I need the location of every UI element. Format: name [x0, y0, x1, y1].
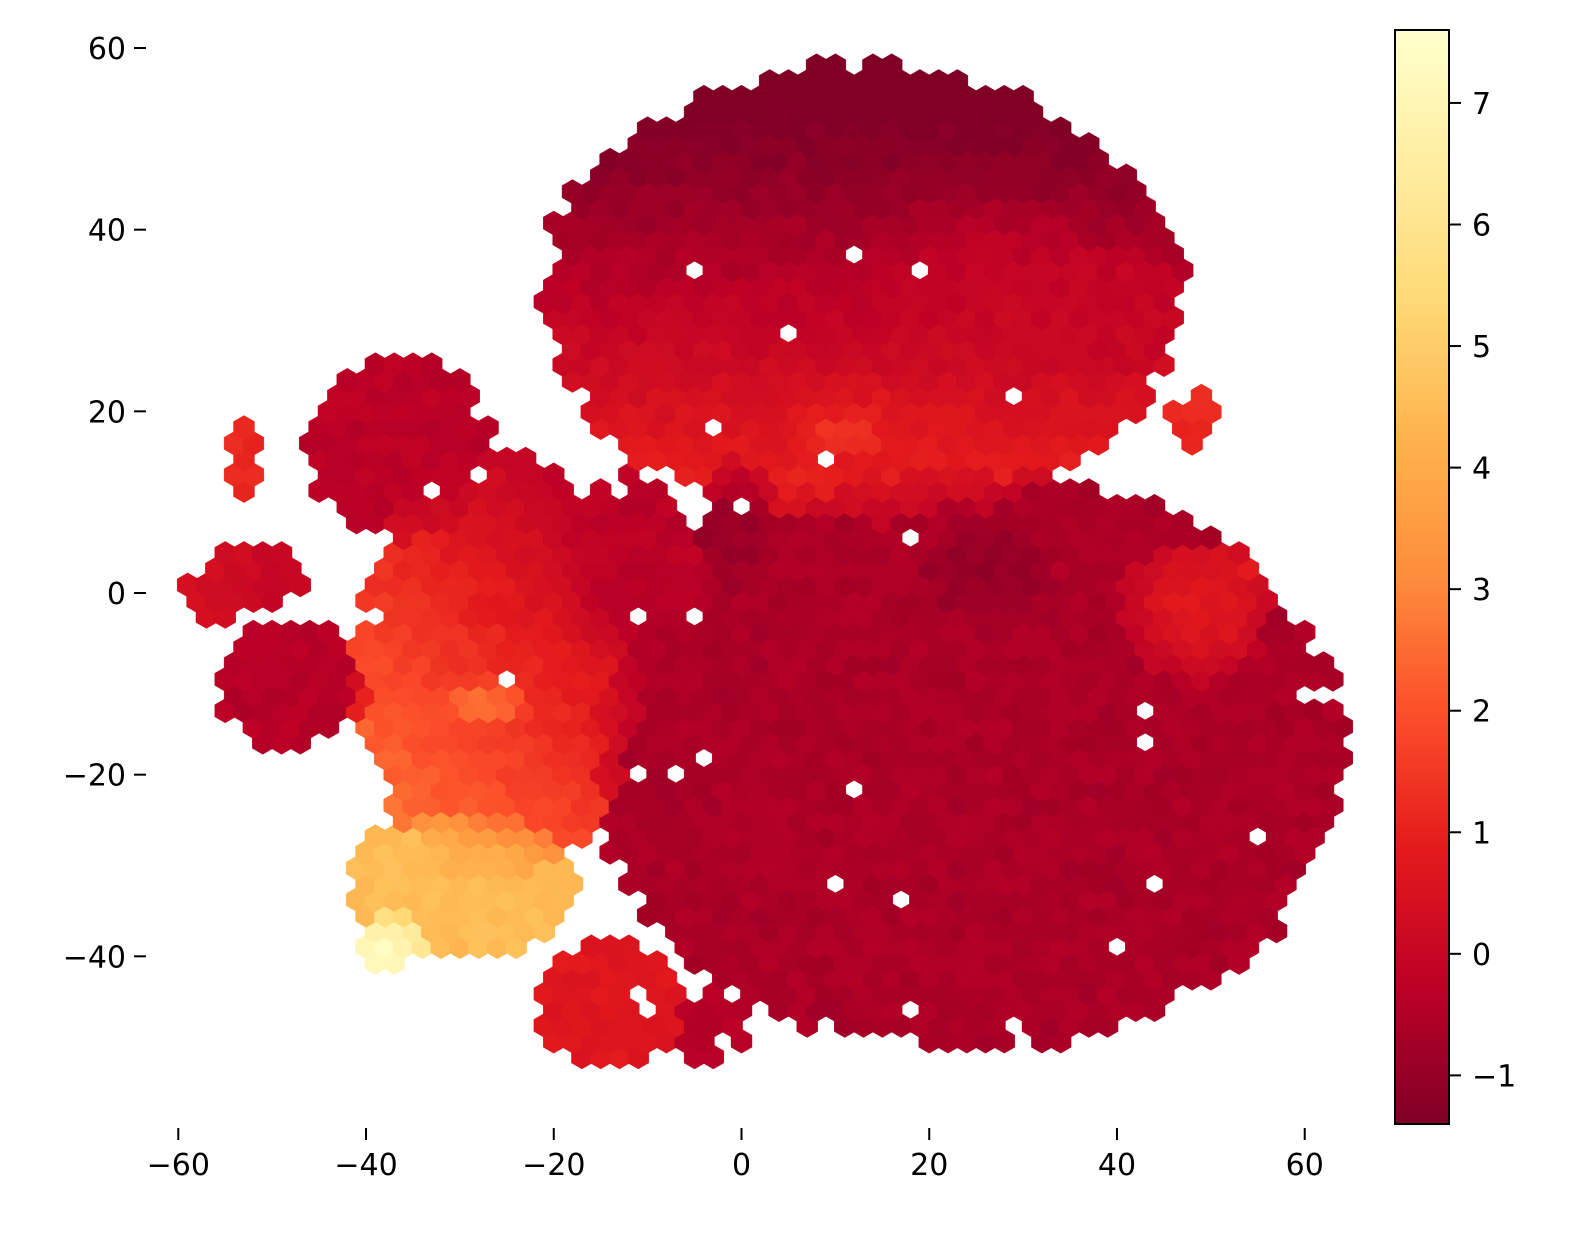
- y-axis: −40 −20 0 20 40 60: [63, 32, 146, 975]
- hex-cell: [514, 446, 537, 472]
- colorbar-tick-label: 5: [1472, 330, 1491, 365]
- hex-cell: [946, 69, 969, 94]
- hex-cell: [824, 53, 847, 79]
- y-tick-label: 40: [88, 214, 126, 249]
- colorbar-tick-label: 6: [1472, 208, 1491, 243]
- hex-cell: [421, 352, 443, 378]
- colorbar-tick-label: 7: [1472, 87, 1491, 122]
- hex-cell: [449, 368, 471, 393]
- hex-cell: [1078, 478, 1100, 503]
- hex-cell: [1322, 698, 1344, 724]
- colorbar-bar: [1394, 29, 1450, 1125]
- colorbar-tick-label: 1: [1472, 816, 1491, 851]
- hex-cell: [1115, 163, 1138, 189]
- colorbar-tick-label: 2: [1472, 695, 1491, 730]
- x-tick-label: 40: [1098, 1148, 1136, 1183]
- hex-cell: [646, 950, 668, 975]
- y-tick-label: 0: [107, 577, 126, 612]
- hex-cell: [1049, 116, 1072, 142]
- hex-cell: [1078, 132, 1100, 157]
- hex-cell: [590, 478, 612, 503]
- y-tick-label: −20: [63, 759, 126, 794]
- colorbar-tick-label: 4: [1472, 452, 1491, 487]
- hex-cell: [1200, 525, 1222, 551]
- hex-cell: [881, 53, 903, 79]
- x-tick-label: −60: [147, 1148, 210, 1183]
- hex-cell: [477, 415, 499, 440]
- y-tick-label: −40: [63, 940, 126, 975]
- y-tick-label: 60: [88, 32, 126, 67]
- y-tick-label: 20: [88, 395, 126, 430]
- hex-cell: [543, 462, 565, 488]
- hex-cell: [1012, 84, 1034, 110]
- hex-cell: [1312, 651, 1335, 676]
- hex-cell: [646, 478, 668, 503]
- x-axis: −60 −40 −20 0 20 40 60: [147, 1128, 1324, 1183]
- hex-cell: [1171, 509, 1194, 535]
- x-tick-label: 60: [1286, 1148, 1324, 1183]
- hex-cell: [1143, 493, 1166, 519]
- hex-cell: [233, 415, 255, 440]
- hex-cell: [317, 619, 340, 645]
- hex-cell: [1294, 619, 1316, 645]
- hex-cell: [1190, 383, 1213, 409]
- colorbar-tick-label: 0: [1472, 938, 1491, 973]
- x-tick-label: 0: [732, 1148, 751, 1183]
- colorbar: −1 0 1 2 3 4 5 6 7: [1394, 29, 1516, 1125]
- hexbin-cells: [176, 53, 1353, 1070]
- hex-cell: [618, 934, 640, 960]
- x-tick-label: −40: [334, 1148, 397, 1183]
- colorbar-tick-label: 3: [1472, 573, 1491, 608]
- x-tick-label: 20: [910, 1148, 948, 1183]
- colorbar-tick-label: −1: [1472, 1059, 1516, 1094]
- hex-cell: [270, 541, 293, 566]
- hex-cell: [1228, 541, 1250, 566]
- x-tick-label: −20: [522, 1148, 585, 1183]
